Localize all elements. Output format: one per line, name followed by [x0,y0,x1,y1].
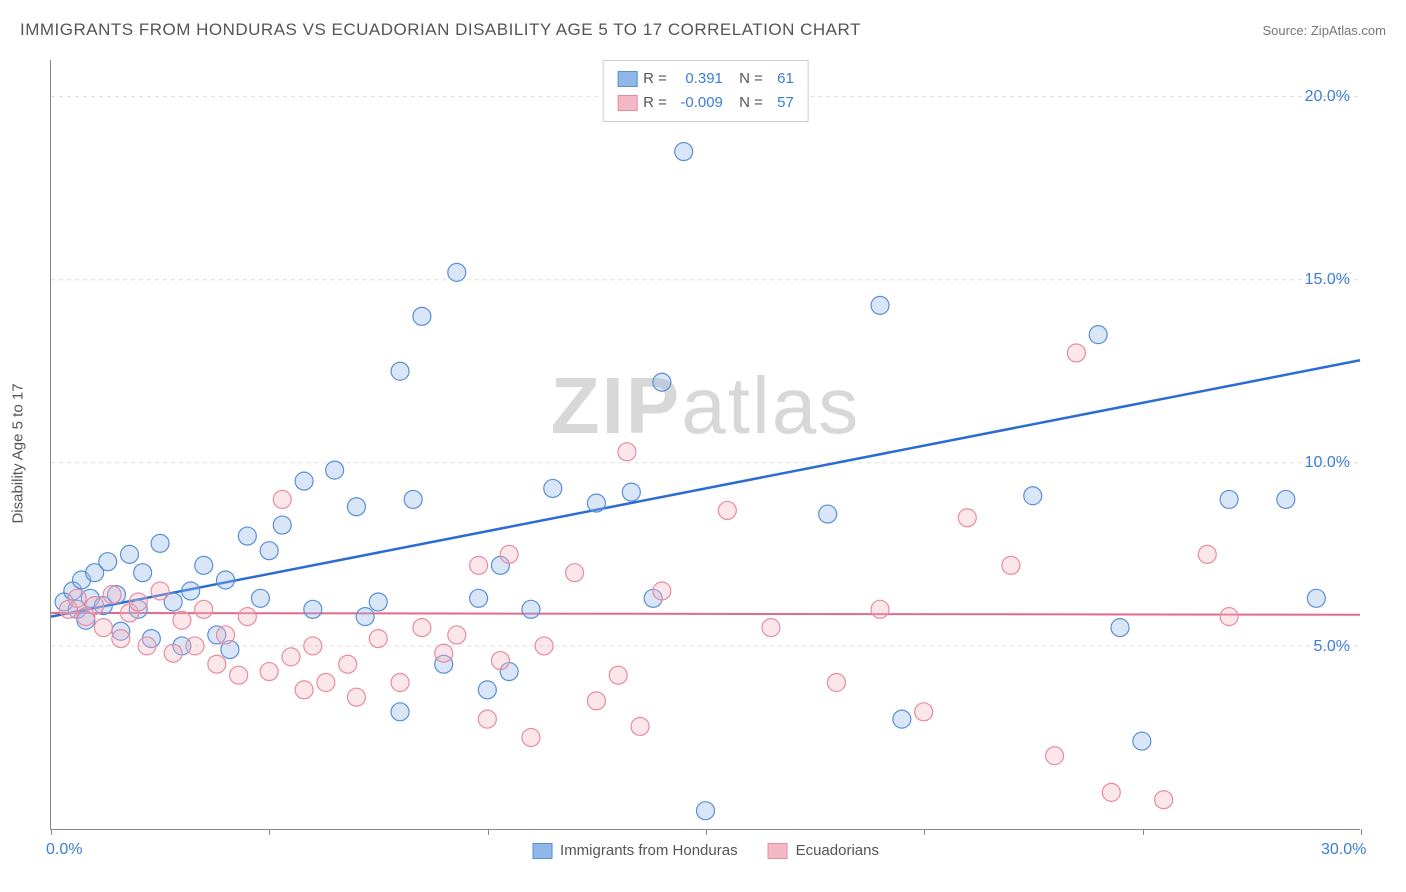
legend-r-value-ecuadorians: -0.009 [673,91,723,115]
swatch-honduras [617,71,637,87]
series-label-honduras: Immigrants from Honduras [560,842,738,859]
title-bar: IMMIGRANTS FROM HONDURAS VS ECUADORIAN D… [20,20,1386,40]
y-tick-label: 10.0% [1305,454,1350,472]
legend-n-label: N = [739,91,763,115]
legend-r-value-honduras: 0.391 [673,67,723,91]
y-axis-label: Disability Age 5 to 17 [10,383,27,523]
x-tick-label: 30.0% [1321,841,1366,859]
swatch-ecuadorians [617,95,637,111]
series-legend-honduras: Immigrants from Honduras [532,842,738,859]
legend-n-value-ecuadorians: 57 [769,91,794,115]
swatch-honduras-icon [532,843,552,859]
correlation-legend: R = 0.391 N = 61 R = -0.009 N = 57 [602,60,809,122]
y-tick-label: 15.0% [1305,271,1350,289]
source-attribution: Source: ZipAtlas.com [1262,23,1386,38]
series-legend-ecuadorians: Ecuadorians [768,842,879,859]
source-name[interactable]: ZipAtlas.com [1311,23,1386,38]
series-label-ecuadorians: Ecuadorians [796,842,879,859]
legend-r-label: R = [643,91,667,115]
source-prefix: Source: [1262,23,1310,38]
swatch-ecuadorians-icon [768,843,788,859]
legend-n-value-honduras: 61 [769,67,794,91]
legend-row-ecuadorians: R = -0.009 N = 57 [617,91,794,115]
chart-title: IMMIGRANTS FROM HONDURAS VS ECUADORIAN D… [20,20,861,40]
series-legend: Immigrants from Honduras Ecuadorians [532,842,879,859]
x-tick-label: 0.0% [46,841,82,859]
legend-n-label: N = [739,67,763,91]
legend-r-label: R = [643,67,667,91]
chart-svg [51,60,1360,829]
y-tick-label: 5.0% [1314,638,1350,656]
y-tick-label: 20.0% [1305,88,1350,106]
legend-row-honduras: R = 0.391 N = 61 [617,67,794,91]
plot-area: ZIPatlas R = 0.391 N = 61 R = -0.009 N =… [50,60,1360,830]
